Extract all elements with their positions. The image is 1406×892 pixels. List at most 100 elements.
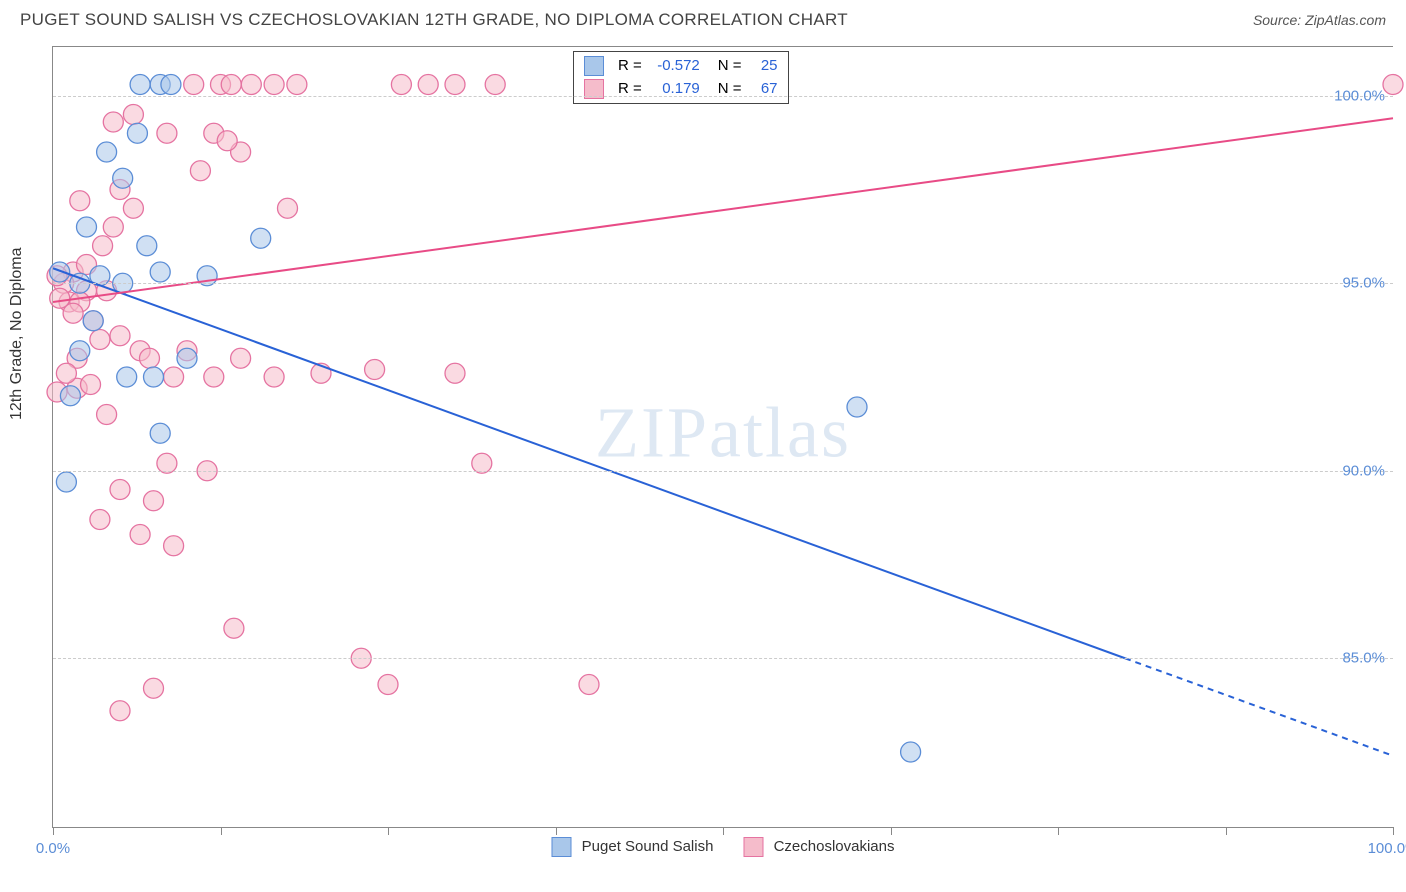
scatter-point xyxy=(97,142,117,162)
scatter-point xyxy=(139,348,159,368)
scatter-point xyxy=(445,363,465,383)
x-tick xyxy=(723,827,724,835)
scatter-point xyxy=(241,75,261,95)
scatter-point xyxy=(264,75,284,95)
scatter-point xyxy=(157,123,177,143)
trendline-blue-dash xyxy=(1125,658,1393,756)
scatter-point xyxy=(110,480,130,500)
scatter-point xyxy=(90,330,110,350)
scatter-point xyxy=(81,375,101,395)
legend-item-blue: Puget Sound Salish xyxy=(551,837,713,857)
scatter-point xyxy=(221,75,241,95)
y-tick-label: 95.0% xyxy=(1342,275,1385,292)
scatter-point xyxy=(204,367,224,387)
scatter-point xyxy=(365,360,385,380)
legend-label-blue: Puget Sound Salish xyxy=(582,838,714,855)
scatter-point xyxy=(127,123,147,143)
x-tick xyxy=(1058,827,1059,835)
x-tick xyxy=(1226,827,1227,835)
scatter-point xyxy=(117,367,137,387)
x-tick xyxy=(53,827,54,835)
scatter-point xyxy=(485,75,505,95)
x-tick xyxy=(891,827,892,835)
chart-plot-area: ZIPatlas R = -0.572 N = 25 R = 0.179 N =… xyxy=(52,46,1393,828)
scatter-point xyxy=(90,510,110,530)
legend-N-label: N = xyxy=(718,55,742,78)
scatter-point xyxy=(150,423,170,443)
scatter-point xyxy=(164,536,184,556)
scatter-point xyxy=(70,191,90,211)
gridline xyxy=(53,471,1393,472)
x-tick-label: 0.0% xyxy=(36,840,70,857)
gridline xyxy=(53,96,1393,97)
scatter-point xyxy=(177,348,197,368)
scatter-point xyxy=(144,678,164,698)
y-axis-label: 12th Grade, No Diploma xyxy=(8,247,26,420)
scatter-point xyxy=(190,161,210,181)
scatter-point xyxy=(144,367,164,387)
scatter-point xyxy=(278,198,298,218)
x-tick xyxy=(1393,827,1394,835)
scatter-point xyxy=(103,217,123,237)
legend-swatch-pink-icon xyxy=(743,837,763,857)
scatter-point xyxy=(184,75,204,95)
scatter-point xyxy=(103,112,123,132)
scatter-point xyxy=(144,491,164,511)
scatter-point xyxy=(97,405,117,425)
scatter-point xyxy=(445,75,465,95)
legend-swatch-blue xyxy=(584,56,604,76)
scatter-point xyxy=(77,217,97,237)
scatter-point xyxy=(287,75,307,95)
scatter-point xyxy=(130,525,150,545)
x-tick-label: 100.0% xyxy=(1368,840,1406,857)
x-tick xyxy=(221,827,222,835)
scatter-point xyxy=(231,348,251,368)
scatter-point xyxy=(123,105,143,125)
scatter-point xyxy=(847,397,867,417)
scatter-point xyxy=(56,472,76,492)
scatter-point xyxy=(161,75,181,95)
scatter-point xyxy=(83,311,103,331)
scatter-point xyxy=(264,367,284,387)
legend-label-pink: Czechoslovakians xyxy=(774,838,895,855)
scatter-point xyxy=(56,363,76,383)
scatter-point xyxy=(391,75,411,95)
scatter-point xyxy=(110,701,130,721)
scatter-point xyxy=(378,675,398,695)
scatter-point xyxy=(50,288,70,308)
x-tick xyxy=(388,827,389,835)
legend-item-pink: Czechoslovakians xyxy=(743,837,894,857)
legend-row-blue: R = -0.572 N = 25 xyxy=(584,55,778,78)
scatter-point xyxy=(93,236,113,256)
scatter-point xyxy=(60,386,80,406)
scatter-point xyxy=(1383,75,1403,95)
scatter-point xyxy=(113,168,133,188)
scatter-point xyxy=(164,367,184,387)
scatter-point xyxy=(50,262,70,282)
x-tick xyxy=(556,827,557,835)
legend-swatch-blue-icon xyxy=(551,837,571,857)
scatter-point xyxy=(150,262,170,282)
y-tick-label: 85.0% xyxy=(1342,650,1385,667)
scatter-point xyxy=(418,75,438,95)
gridline xyxy=(53,283,1393,284)
scatter-point xyxy=(130,75,150,95)
trendline-pink xyxy=(53,118,1393,302)
legend-N-value-blue: 25 xyxy=(750,55,778,78)
scatter-point xyxy=(251,228,271,248)
legend-R-value-blue: -0.572 xyxy=(650,55,700,78)
chart-title: PUGET SOUND SALISH VS CZECHOSLOVAKIAN 12… xyxy=(20,10,848,30)
gridline xyxy=(53,658,1393,659)
scatter-point xyxy=(579,675,599,695)
scatter-point xyxy=(901,742,921,762)
y-tick-label: 90.0% xyxy=(1342,462,1385,479)
scatter-point xyxy=(217,131,237,151)
legend-R-label: R = xyxy=(618,55,642,78)
scatter-plot-svg xyxy=(53,47,1393,827)
scatter-point xyxy=(110,326,130,346)
scatter-point xyxy=(224,618,244,638)
series-legend: Puget Sound Salish Czechoslovakians xyxy=(551,837,894,857)
y-tick-label: 100.0% xyxy=(1334,87,1385,104)
scatter-point xyxy=(137,236,157,256)
source-attribution: Source: ZipAtlas.com xyxy=(1253,12,1386,28)
